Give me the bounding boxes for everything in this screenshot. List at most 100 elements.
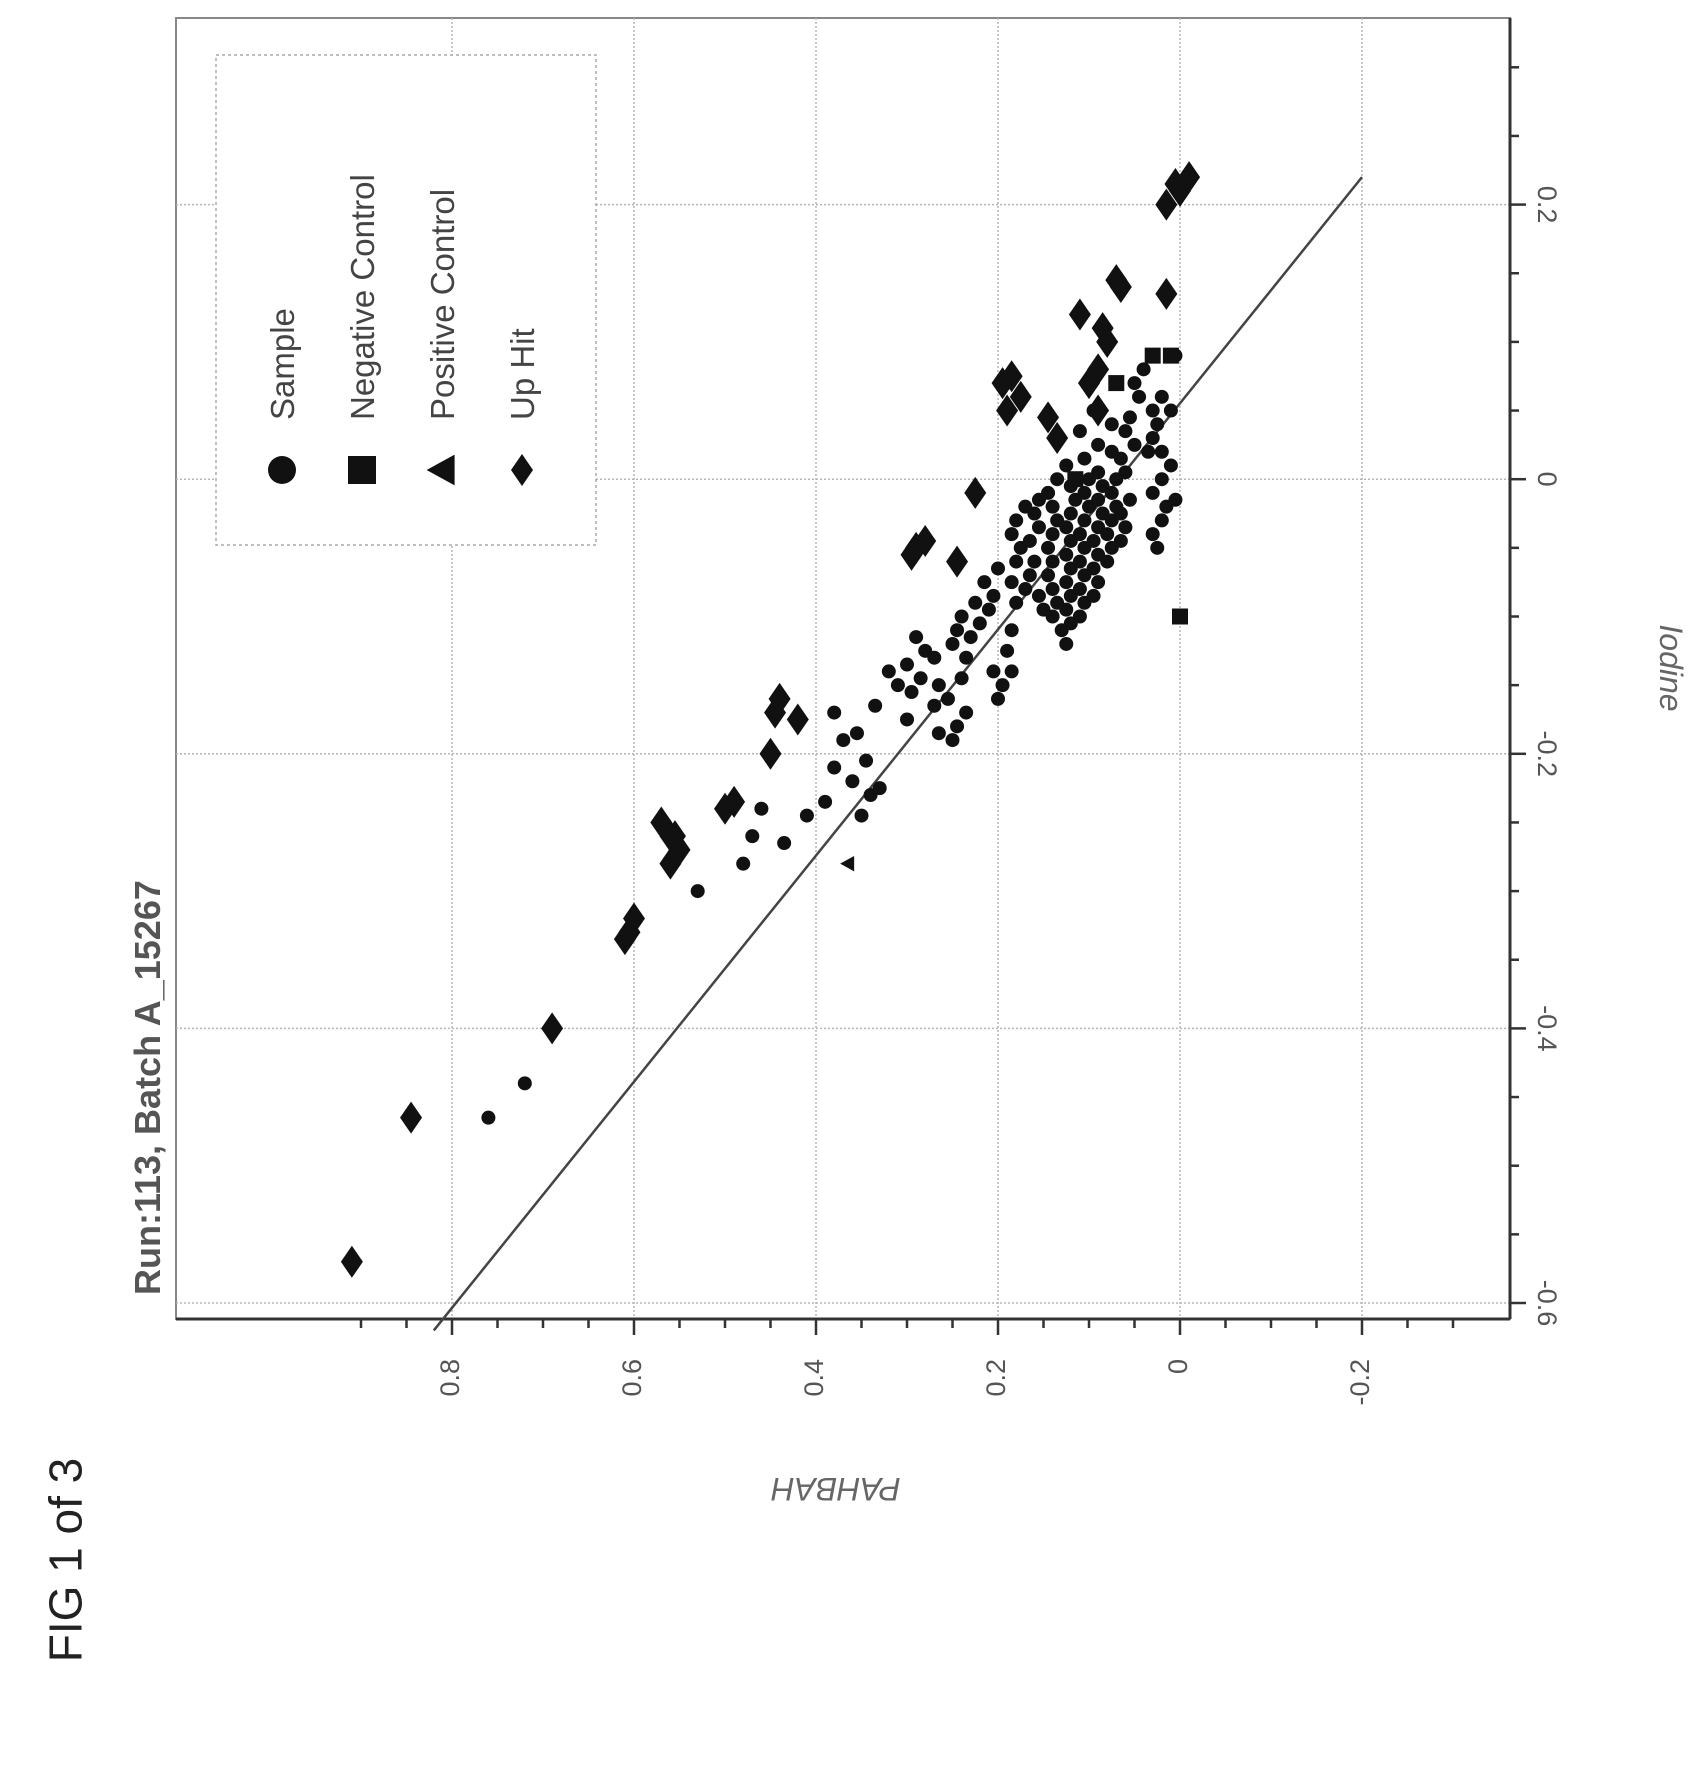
circle-point — [991, 691, 1005, 706]
legend-label: Negative Control — [344, 174, 381, 420]
diamond-point — [946, 545, 969, 578]
circle-point — [1045, 609, 1060, 624]
circle-point — [1145, 431, 1160, 446]
circle-point — [972, 616, 987, 631]
x-tick-label: -0.4 — [1532, 1005, 1562, 1052]
axes: -0.6 -0.4 -0.2 0 0.2 -0.2 0 0.2 0.4 0.6 0.8 — [176, 18, 1562, 1406]
circle-point — [1027, 554, 1042, 569]
diamond-point — [991, 367, 1014, 400]
circle-point — [1041, 568, 1056, 583]
circle-point — [1113, 506, 1128, 521]
circle-point — [754, 801, 769, 816]
legend-label: Positive Control — [424, 189, 461, 420]
diamond-point — [1105, 264, 1128, 297]
circle-point — [1091, 575, 1106, 590]
diamond-point — [768, 682, 791, 715]
circle-point — [1118, 424, 1133, 439]
circle-point — [1118, 465, 1133, 480]
circle-point — [977, 575, 992, 590]
circle-point — [940, 691, 955, 706]
diamond-point — [650, 806, 673, 839]
diamond-point — [663, 820, 686, 853]
square-point — [1162, 347, 1179, 364]
diamond-point — [759, 737, 782, 770]
circle-point — [963, 630, 978, 645]
diamond-point — [623, 902, 645, 935]
diamond-point — [1037, 401, 1060, 434]
x-tick-label: 0.2 — [1532, 186, 1562, 224]
circle-point — [868, 698, 883, 713]
circle-point — [995, 678, 1010, 693]
circle-point — [1059, 547, 1074, 562]
circle-point — [1004, 575, 1019, 590]
circle-point — [931, 678, 946, 693]
circle-point — [1072, 424, 1087, 439]
legend-marker-diamond — [511, 454, 533, 486]
circle-point — [1104, 485, 1119, 500]
diamond-point — [1046, 422, 1069, 455]
circle-point — [1045, 582, 1060, 597]
diamond-point — [1068, 298, 1091, 331]
circle-point — [991, 561, 1005, 576]
circle-point — [1072, 554, 1087, 569]
circle-point — [1045, 554, 1060, 569]
circle-point — [845, 774, 860, 789]
circle-point — [1072, 582, 1087, 597]
chart-title: Run:113, Batch A_15267 — [127, 880, 168, 1295]
circle-point — [1086, 588, 1101, 603]
circle-point — [517, 1076, 532, 1091]
circle-point — [1154, 389, 1169, 404]
diamond-point — [1091, 312, 1114, 345]
circle-point — [959, 705, 974, 720]
circle-point — [859, 753, 874, 768]
circle-point — [827, 760, 842, 775]
circle-point — [1031, 588, 1046, 603]
circle-point — [777, 836, 792, 851]
circle-point — [986, 588, 1001, 603]
circle-point — [1018, 582, 1033, 597]
circle-point — [900, 657, 914, 672]
y-tick-label: 0.2 — [981, 1359, 1011, 1397]
circle-point — [909, 630, 924, 645]
circle-point — [1004, 623, 1019, 638]
circle-point — [1059, 636, 1074, 651]
circle-point — [1009, 513, 1024, 528]
circle-point — [1077, 451, 1092, 466]
square-point — [1144, 347, 1161, 364]
circle-point — [1145, 403, 1160, 418]
y-tick-label: 0.4 — [799, 1359, 829, 1397]
circle-point — [799, 808, 814, 823]
series-positive-control — [840, 855, 855, 872]
circle-point — [1045, 527, 1060, 542]
circle-point — [1100, 554, 1115, 569]
circle-point — [1091, 437, 1106, 452]
circle-point — [1063, 506, 1078, 521]
circle-point — [1031, 520, 1046, 535]
circle-point — [1077, 485, 1092, 500]
circle-point — [1009, 554, 1024, 569]
circle-point — [1154, 513, 1169, 528]
circle-point — [1059, 575, 1074, 590]
diamond-point — [914, 524, 937, 557]
circle-point — [1122, 492, 1137, 507]
circle-point — [1091, 465, 1106, 480]
circle-point — [1163, 403, 1178, 418]
circle-point — [1154, 472, 1169, 487]
square-point — [1067, 471, 1084, 488]
circle-point — [900, 712, 914, 727]
circle-point — [931, 726, 946, 741]
circle-point — [950, 623, 965, 638]
circle-point — [872, 781, 887, 796]
circle-point — [1050, 472, 1065, 487]
diamond-point — [723, 785, 746, 818]
circle-point — [1145, 485, 1160, 500]
x-tick-label: 0 — [1532, 472, 1562, 487]
y-tick-label: 0.8 — [435, 1359, 465, 1397]
circle-point — [1145, 527, 1160, 542]
circle-point — [745, 829, 760, 844]
circle-point — [1041, 540, 1056, 555]
circle-point — [1141, 444, 1156, 459]
circle-point — [881, 664, 896, 679]
series-up-hit — [340, 161, 1201, 1278]
legend-label: Sample — [264, 308, 301, 420]
